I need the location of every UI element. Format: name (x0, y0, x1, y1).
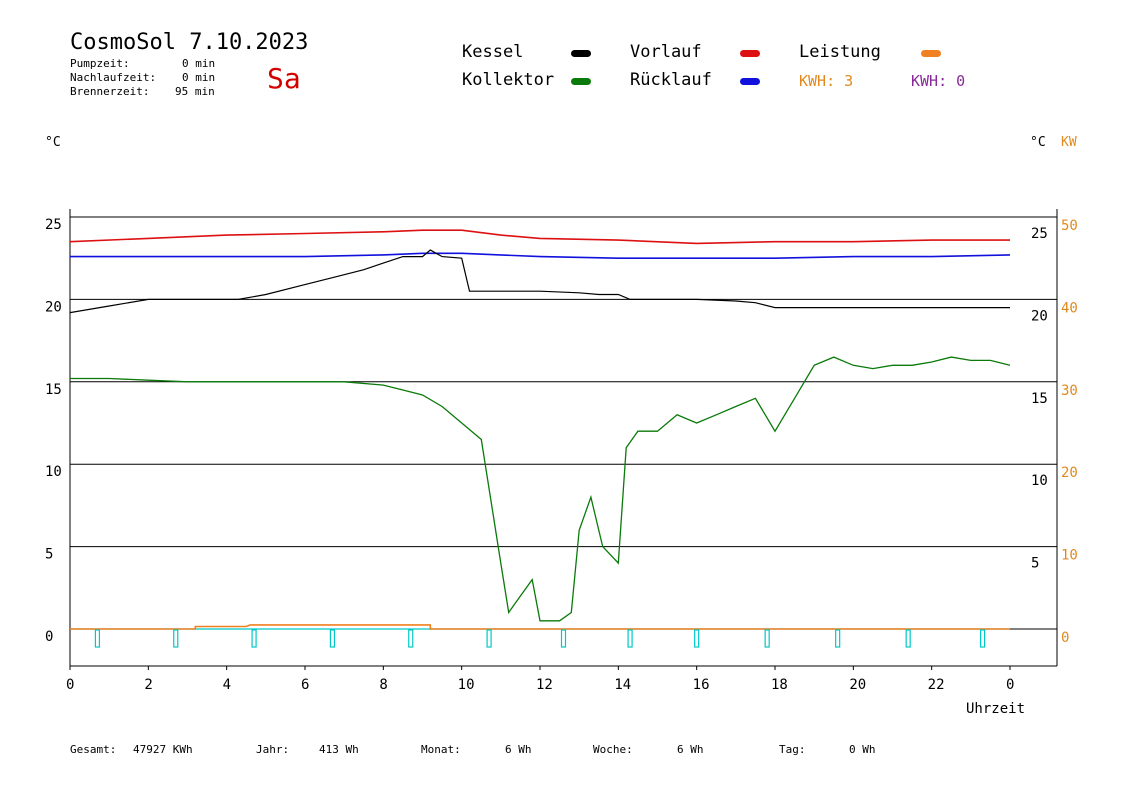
footer-jahr-value: 413 Wh (319, 743, 359, 756)
y-tick-right-c-15: 15 (1031, 391, 1048, 407)
y-tick-left-20: 20 (45, 299, 62, 315)
kwh-secondary-total: KWH: 0 (911, 72, 966, 90)
legend-kollektor-label: Kollektor (462, 70, 555, 90)
stat-pumpzeit-label: Pumpzeit: (70, 57, 130, 70)
x-tick-label-12: 0 (1006, 677, 1014, 693)
weekday-label: Sa (267, 62, 301, 95)
footer-tag-value: 0 Wh (849, 743, 876, 756)
footer-jahr-label: Jahr: (256, 743, 290, 756)
legend-leistung-swatch (921, 50, 941, 57)
pump-marker-12 (979, 629, 986, 648)
x-tick-label-1: 2 (144, 677, 152, 693)
footer-gesamt-label: Gesamt: (70, 743, 117, 756)
kwh-collector-total: KWH: 3 (799, 72, 854, 90)
legend-leistung-label: Leistung (799, 42, 881, 62)
legend-kollektor-swatch (571, 78, 591, 85)
y-tick-left-10: 10 (45, 464, 62, 480)
footer-woche-label: Woche: (593, 743, 633, 756)
x-tick-label-6: 12 (536, 677, 553, 693)
y-tick-right-kw-50: 50 (1061, 218, 1078, 234)
x-tick-label-4: 8 (379, 677, 387, 693)
pump-marker-2 (251, 629, 257, 648)
stat-nachlauf-label: Nachlaufzeit: (70, 71, 157, 84)
pump-marker-1 (173, 629, 179, 648)
pump-marker-5 (486, 629, 492, 648)
footer-gesamt-value: 47927 KWh (133, 743, 193, 756)
series-kollektor (70, 356, 1011, 622)
y-tick-left-25: 25 (45, 217, 62, 233)
pump-marker-3 (329, 629, 336, 648)
x-tick-label-8: 16 (693, 677, 710, 693)
right-axis-unit-kw: KW (1061, 135, 1077, 150)
pump-marker-11 (905, 629, 911, 648)
legend-kessel-label: Kessel (462, 42, 524, 62)
pump-marker-0 (94, 629, 101, 648)
pump-marker-8 (694, 629, 700, 648)
stat-brenner-label: Brennerzeit: (70, 85, 150, 98)
pump-marker-6 (560, 629, 567, 648)
stat-pumpzeit-value: 0 min (182, 57, 216, 70)
x-tick-label-9: 18 (771, 677, 788, 693)
y-tick-left-0: 0 (45, 629, 53, 645)
x-axis-label: Uhrzeit (966, 701, 1026, 717)
y-tick-right-kw-40: 40 (1061, 300, 1078, 316)
series-ruecklauf (70, 252, 1011, 260)
stat-brenner-value: 95 min (175, 85, 215, 98)
x-tick-label-5: 10 (458, 677, 475, 693)
right-axis-unit-c: °C (1030, 135, 1046, 150)
x-tick-label-0: 0 (66, 677, 74, 693)
chart-title: CosmoSol 7.10.2023 (70, 30, 309, 55)
x-tick-label-3: 6 (301, 677, 309, 693)
y-tick-right-kw-10: 10 (1061, 548, 1078, 564)
legend-kessel-swatch (571, 50, 591, 57)
series-leistung (70, 624, 1010, 630)
left-axis-unit: °C (45, 135, 61, 150)
footer-woche-value: 6 Wh (677, 743, 704, 756)
x-tick-label-10: 20 (849, 677, 866, 693)
stat-nachlauf-value: 0 min (182, 71, 216, 84)
series-kessel (69, 249, 1010, 314)
legend-vorlauf-label: Vorlauf (630, 42, 702, 62)
footer-monat-label: Monat: (421, 743, 461, 756)
pump-marker-10 (835, 629, 841, 648)
legend-vorlauf-swatch (740, 50, 760, 57)
x-tick-label-7: 14 (614, 677, 631, 693)
pump-marker-7 (627, 629, 633, 648)
y-tick-left-15: 15 (45, 382, 62, 398)
y-tick-right-c-5: 5 (1031, 556, 1039, 572)
y-tick-right-c-20: 20 (1031, 308, 1048, 324)
legend-ruecklauf-label: Rücklauf (630, 70, 712, 90)
y-tick-right-kw-30: 30 (1061, 383, 1078, 399)
pump-marker-9 (764, 629, 770, 648)
y-tick-right-kw-20: 20 (1061, 465, 1078, 481)
pump-marker-4 (408, 629, 414, 648)
footer-tag-label: Tag: (779, 743, 806, 756)
y-tick-right-c-10: 10 (1031, 473, 1048, 489)
y-tick-right-kw-0: 0 (1061, 630, 1069, 646)
series-vorlauf (69, 229, 1010, 245)
y-tick-right-c-25: 25 (1031, 226, 1048, 242)
x-tick-label-2: 4 (223, 677, 231, 693)
legend-ruecklauf-swatch (740, 78, 760, 85)
x-tick-label-11: 22 (928, 677, 945, 693)
y-tick-left-5: 5 (45, 547, 53, 563)
footer-monat-value: 6 Wh (505, 743, 532, 756)
